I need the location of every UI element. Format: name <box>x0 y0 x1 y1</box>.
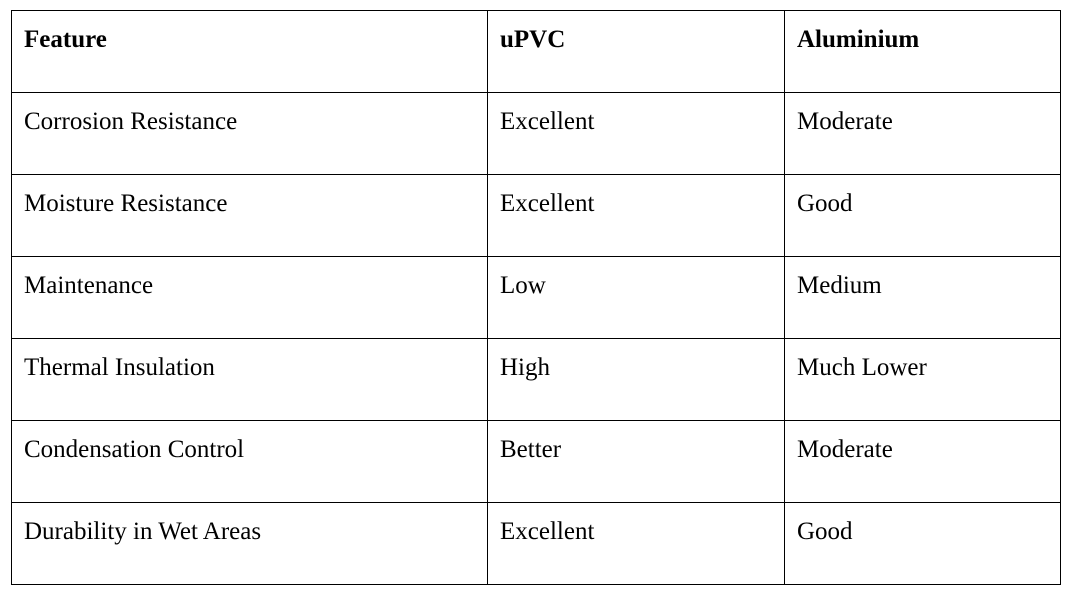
table-cell: Moderate <box>784 420 1061 503</box>
header-cell: uPVC <box>487 10 785 93</box>
header-cell: Feature <box>11 10 488 93</box>
table-cell: Excellent <box>487 92 785 175</box>
table-row: Thermal Insulation High Much Lower <box>11 338 1061 421</box>
table-cell: Durability in Wet Areas <box>11 502 488 585</box>
table-cell: Better <box>487 420 785 503</box>
table-cell: High <box>487 338 785 421</box>
table-cell: Corrosion Resistance <box>11 92 488 175</box>
table-cell: Medium <box>784 256 1061 339</box>
comparison-table: Feature uPVC Aluminium Corrosion Resistanc… <box>11 10 1061 585</box>
table-cell: Condensation Control <box>11 420 488 503</box>
table-row: Corrosion Resistance Excellent Moderate <box>11 92 1061 175</box>
table-body: Corrosion Resistance Excellent Moderate Moi… <box>11 92 1061 585</box>
table-row: Durability in Wet Areas Excellent Good <box>11 502 1061 585</box>
header-cell: Aluminium <box>784 10 1061 93</box>
table-cell: Good <box>784 502 1061 585</box>
table-cell: Maintenance <box>11 256 488 339</box>
table-cell: Good <box>784 174 1061 257</box>
table-row: Maintenance Low Medium <box>11 256 1061 339</box>
header-row: Feature uPVC Aluminium <box>11 10 1061 93</box>
table-cell: Much Lower <box>784 338 1061 421</box>
table-row: Condensation Control Better Moderate <box>11 420 1061 503</box>
table-cell: Excellent <box>487 174 785 257</box>
table-cell: Moisture Resistance <box>11 174 488 257</box>
table-cell: Thermal Insulation <box>11 338 488 421</box>
table-cell: Moderate <box>784 92 1061 175</box>
table-row: Moisture Resistance Excellent Good <box>11 174 1061 257</box>
table-cell: Low <box>487 256 785 339</box>
table-cell: Excellent <box>487 502 785 585</box>
